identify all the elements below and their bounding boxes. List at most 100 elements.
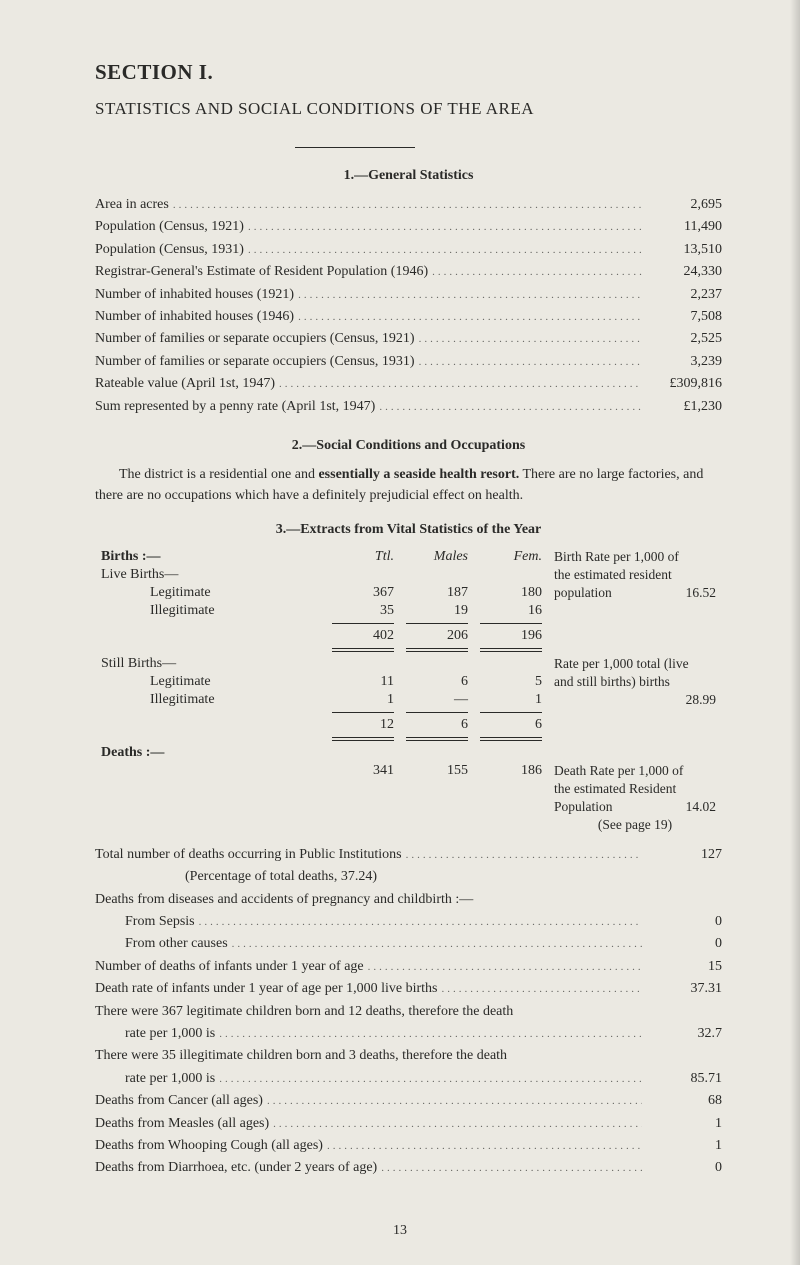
stat-row: Rateable value (April 1st, 1947)........… [95,373,722,395]
social-paragraph: The district is a residential one and es… [95,464,722,506]
still-illegit-label: Illegitimate [95,691,326,709]
stat-label: From other causes [95,933,228,955]
stat-label: Death rate of infants under 1 year of ag… [95,978,438,1000]
stat-row: Deaths from diseases and accidents of pr… [95,889,722,911]
stat-value: 127 [642,844,722,866]
note-stillrate-2a: and still births) births [554,674,670,689]
stat-value: £309,816 [642,373,722,395]
still-legit-f: 5 [474,673,548,691]
page-subtitle: STATISTICS AND SOCIAL CONDITIONS OF THE … [95,99,722,119]
col-males: Males [400,548,474,566]
section-title: SECTION I. [95,60,722,85]
leader-dots: ........................................… [275,376,642,398]
page: SECTION I. STATISTICS AND SOCIAL CONDITI… [0,0,800,1265]
stat-value: 2,695 [642,194,722,216]
leader-dots: ........................................… [169,197,642,219]
row-legit-f: 180 [474,584,548,602]
stat-label: Number of families or separate occupiers… [95,328,415,350]
leader-dots: ........................................… [215,1026,642,1048]
note-deathrate-3b: 14.02 [686,799,716,815]
divider [295,147,415,148]
stat-row: From other causes.......................… [95,933,722,955]
stat-value: 68 [642,1090,722,1112]
leader-dots: ........................................… [294,287,642,309]
row-legit-m: 187 [400,584,474,602]
stat-row: Number of inhabited houses (1921).......… [95,284,722,306]
stat-row: Population (Census, 1931)...............… [95,239,722,261]
stat-value: 1 [642,1135,722,1157]
row-illegit-ttl: 35 [326,602,400,620]
stat-value: 37.31 [642,978,722,1000]
leader-dots: ........................................… [364,959,642,981]
note-deathrate-4: (See page 19) [548,816,722,834]
stat-label: Registrar-General's Estimate of Resident… [95,261,428,283]
stat-row: Sum represented by a penny rate (April 1… [95,396,722,418]
still-illegit-f: 1 [474,691,548,709]
stat-label: (Percentage of total deaths, 37.24) [95,866,377,888]
leader-dots: ........................................… [244,219,642,241]
deaths-m: 155 [400,762,474,780]
leader-dots: ........................................… [228,936,642,958]
leader-dots: ........................................… [375,399,642,421]
stat-row: There were 35 illegitimate children born… [95,1045,722,1067]
births-label: Births :— [95,548,326,566]
still-legit-ttl: 11 [326,673,400,691]
stat-row: rate per 1,000 is.......................… [95,1023,722,1045]
births-total-f: 196 [474,627,548,645]
col-ttl: Ttl. [326,548,400,566]
stat-value: 3,239 [642,351,722,373]
stat-row: Area in acres...........................… [95,194,722,216]
stat-label: Population (Census, 1921) [95,216,244,238]
stat-label: Number of inhabited houses (1921) [95,284,294,306]
heading-extracts: 3.—Extracts from Vital Statistics of the… [95,522,722,538]
leader-dots: ........................................… [215,1071,642,1093]
stat-label: There were 367 legitimate children born … [95,1001,513,1023]
stat-row: Deaths from Cancer (all ages)...........… [95,1090,722,1112]
leader-dots: ........................................… [415,331,642,353]
stat-value: 2,237 [642,284,722,306]
leader-dots: ........................................… [269,1116,642,1138]
stat-value: 0 [642,1157,722,1179]
note-stillrate-2b: 28.99 [548,691,722,709]
stat-label: Number of inhabited houses (1946) [95,306,294,328]
note-birthrate-3b: 16.52 [686,585,716,601]
stat-value: £1,230 [642,396,722,418]
note-birthrate-2: the estimated resident [548,566,722,584]
deaths-ttl: 341 [326,762,400,780]
note-stillrate-1: Rate per 1,000 total (live [548,655,722,673]
stat-label: Sum represented by a penny rate (April 1… [95,396,375,418]
still-illegit-ttl: 1 [326,691,400,709]
stat-label: rate per 1,000 is [95,1068,215,1090]
deaths-label: Deaths :— [95,744,326,762]
live-births-label: Live Births— [95,566,326,584]
page-number: 13 [0,1223,800,1239]
leader-dots: ........................................… [415,354,642,376]
para-bold: essentially a seaside health resort. [318,467,519,482]
leader-dots: ........................................… [323,1138,642,1160]
note-deathrate-2: the estimated Resident [548,780,722,798]
stat-row: Total number of deaths occurring in Publ… [95,844,722,866]
stat-value: 11,490 [642,216,722,238]
note-birthrate-1: Birth Rate per 1,000 of [548,548,722,566]
page-edge-shadow [790,0,800,1265]
stat-value: 15 [642,956,722,978]
stat-value: 13,510 [642,239,722,261]
stat-value: 0 [642,911,722,933]
stat-row: Deaths from Diarrhoea, etc. (under 2 yea… [95,1157,722,1179]
heading-social: 2.—Social Conditions and Occupations [95,438,722,454]
stat-row: Deaths from Whooping Cough (all ages)...… [95,1135,722,1157]
births-total-m: 206 [400,627,474,645]
row-illegit-m: 19 [400,602,474,620]
stat-label: Rateable value (April 1st, 1947) [95,373,275,395]
births-total-ttl: 402 [326,627,400,645]
row-illegit-label: Illegitimate [95,602,326,620]
stat-value: 7,508 [642,306,722,328]
stat-label: Deaths from Cancer (all ages) [95,1090,263,1112]
heading-general: 1.—General Statistics [95,168,722,184]
leader-dots: ........................................… [244,242,642,264]
stat-row: Deaths from Measles (all ages)..........… [95,1113,722,1135]
stat-row: Number of inhabited houses (1946).......… [95,306,722,328]
stat-row: Population (Census, 1921)...............… [95,216,722,238]
stat-label: Deaths from diseases and accidents of pr… [95,889,473,911]
stat-label: Deaths from Whooping Cough (all ages) [95,1135,323,1157]
